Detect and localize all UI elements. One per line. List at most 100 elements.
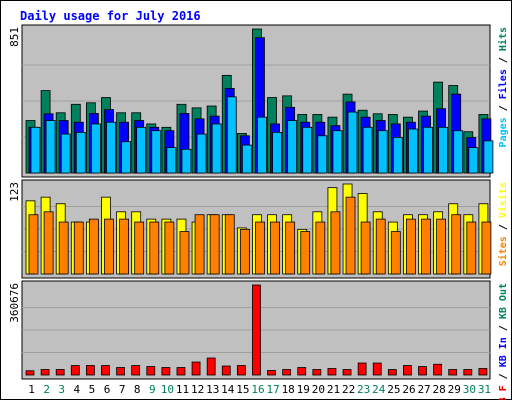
bar-sites-day-7 xyxy=(119,218,129,275)
bar-pages-day-25 xyxy=(392,137,403,174)
bar-pages-day-31 xyxy=(483,140,494,174)
bar-kb_f-day-9 xyxy=(146,366,156,376)
panel-legend: Pages / Files / Hits xyxy=(497,27,509,147)
chart-title: Daily usage for July 2016 xyxy=(20,9,201,23)
legend-entry: / xyxy=(498,319,509,337)
bar-pages-day-10 xyxy=(166,147,177,174)
bar-sites-day-3 xyxy=(58,221,69,275)
bar-sites-day-9 xyxy=(149,221,160,275)
bar-sites-day-17 xyxy=(270,221,280,275)
bar-pages-day-6 xyxy=(106,121,116,174)
day-label-13: 13 xyxy=(206,383,219,396)
bar-sites-day-4 xyxy=(73,221,84,275)
day-label-8: 8 xyxy=(134,383,141,396)
panel-max-label: 851 xyxy=(8,27,21,47)
day-label-19: 19 xyxy=(297,383,310,396)
bar-kb_f-day-5 xyxy=(85,365,95,376)
day-label-24: 24 xyxy=(372,383,386,396)
legend-entry: KB In xyxy=(498,337,509,367)
day-label-23: 23 xyxy=(357,383,370,396)
panel-legend: KB F / KB In / KB Out xyxy=(498,283,509,400)
panel-max-label: 123 xyxy=(8,182,21,202)
bar-kb_f-day-20 xyxy=(312,369,322,376)
legend-entry: Hits xyxy=(497,27,509,51)
bar-sites-day-23 xyxy=(360,221,371,275)
legend-entry: Pages xyxy=(498,117,509,147)
day-label-25: 25 xyxy=(387,383,400,396)
bar-sites-day-18 xyxy=(285,221,296,275)
day-labels: 1 2 3 4 5 6 7 8 9 10 11 12 13 14 15 16 17 18 19 20 21 22 23 24 2… xyxy=(28,383,491,396)
bar-kb_f-day-24 xyxy=(372,362,382,376)
day-label-22: 22 xyxy=(342,383,355,396)
bar-kb_f-day-12 xyxy=(191,361,201,376)
bar-sites-day-22 xyxy=(345,196,356,275)
bar-sites-day-8 xyxy=(134,221,145,275)
bar-sites-day-21 xyxy=(330,211,341,275)
bar-kb_f-day-14 xyxy=(221,365,231,376)
bar-kb_f-day-17 xyxy=(267,370,276,376)
bar-sites-day-24 xyxy=(375,218,386,275)
day-label-28: 28 xyxy=(433,383,446,396)
day-label-5: 5 xyxy=(89,383,96,396)
bar-pages-day-28 xyxy=(438,126,449,174)
legend-entry: / xyxy=(498,367,509,385)
bar-sites-day-31 xyxy=(481,221,492,275)
day-label-14: 14 xyxy=(221,383,235,396)
bar-sites-day-20 xyxy=(315,221,326,275)
bar-kb_f-day-6 xyxy=(101,365,110,376)
day-label-3: 3 xyxy=(58,383,65,396)
bar-kb_f-day-7 xyxy=(116,367,125,376)
bar-sites-day-13 xyxy=(209,214,220,275)
bar-pages-day-8 xyxy=(136,126,147,174)
legend-entry: Files xyxy=(497,69,509,99)
bar-kb_f-day-23 xyxy=(357,362,367,376)
bar-sites-day-11 xyxy=(179,231,190,275)
bar-pages-day-2 xyxy=(45,120,56,174)
bar-sites-day-12 xyxy=(194,214,205,275)
bar-sites-day-15 xyxy=(239,228,250,275)
bar-sites-day-29 xyxy=(451,214,462,275)
bar-kb_f-day-31 xyxy=(478,368,488,376)
bar-kb_f-day-15 xyxy=(236,365,246,376)
bar-kb_f-day-8 xyxy=(131,365,141,376)
bar-kb_f-day-29 xyxy=(448,369,458,376)
bar-pages-day-15 xyxy=(241,144,252,174)
bar-pages-day-5 xyxy=(90,123,101,174)
bar-pages-day-12 xyxy=(196,133,207,174)
panel-visits_sites: 123 Sites / Visits xyxy=(8,179,509,279)
bar-pages-day-13 xyxy=(211,123,222,174)
bar-sites-day-16 xyxy=(255,221,265,275)
bar-pages-day-1 xyxy=(30,126,41,174)
bar-pages-day-27 xyxy=(423,126,433,174)
day-label-21: 21 xyxy=(327,383,340,396)
bar-kb_f-day-11 xyxy=(176,367,186,376)
bar-kb_f-day-25 xyxy=(387,369,397,376)
bar-pages-day-22 xyxy=(347,111,358,174)
bar-kb_f-day-22 xyxy=(342,369,352,376)
day-label-20: 20 xyxy=(312,383,325,396)
bar-pages-day-29 xyxy=(453,130,464,174)
bar-kb_f-day-26 xyxy=(403,365,412,376)
day-label-1: 1 xyxy=(28,383,35,396)
bar-pages-day-26 xyxy=(408,128,418,174)
legend-entry: KB Out xyxy=(498,283,509,319)
legend-entry: / xyxy=(498,99,509,117)
day-label-15: 15 xyxy=(236,383,249,396)
bar-sites-day-19 xyxy=(300,231,311,275)
bar-sites-day-6 xyxy=(104,218,114,275)
bar-sites-day-14 xyxy=(224,214,235,275)
bar-kb_f-day-10 xyxy=(161,367,171,376)
bar-kb_f-day-13 xyxy=(206,357,216,376)
day-label-6: 6 xyxy=(104,383,111,396)
day-label-9: 9 xyxy=(149,383,156,396)
bar-sites-day-2 xyxy=(43,211,54,275)
bar-pages-day-19 xyxy=(302,126,313,174)
bar-sites-day-25 xyxy=(390,231,401,275)
day-label-17: 17 xyxy=(266,383,279,396)
bar-pages-day-24 xyxy=(377,130,388,174)
day-label-26: 26 xyxy=(402,383,415,396)
bar-pages-day-20 xyxy=(317,135,328,174)
bar-pages-day-7 xyxy=(121,141,131,174)
day-label-11: 11 xyxy=(176,383,189,396)
